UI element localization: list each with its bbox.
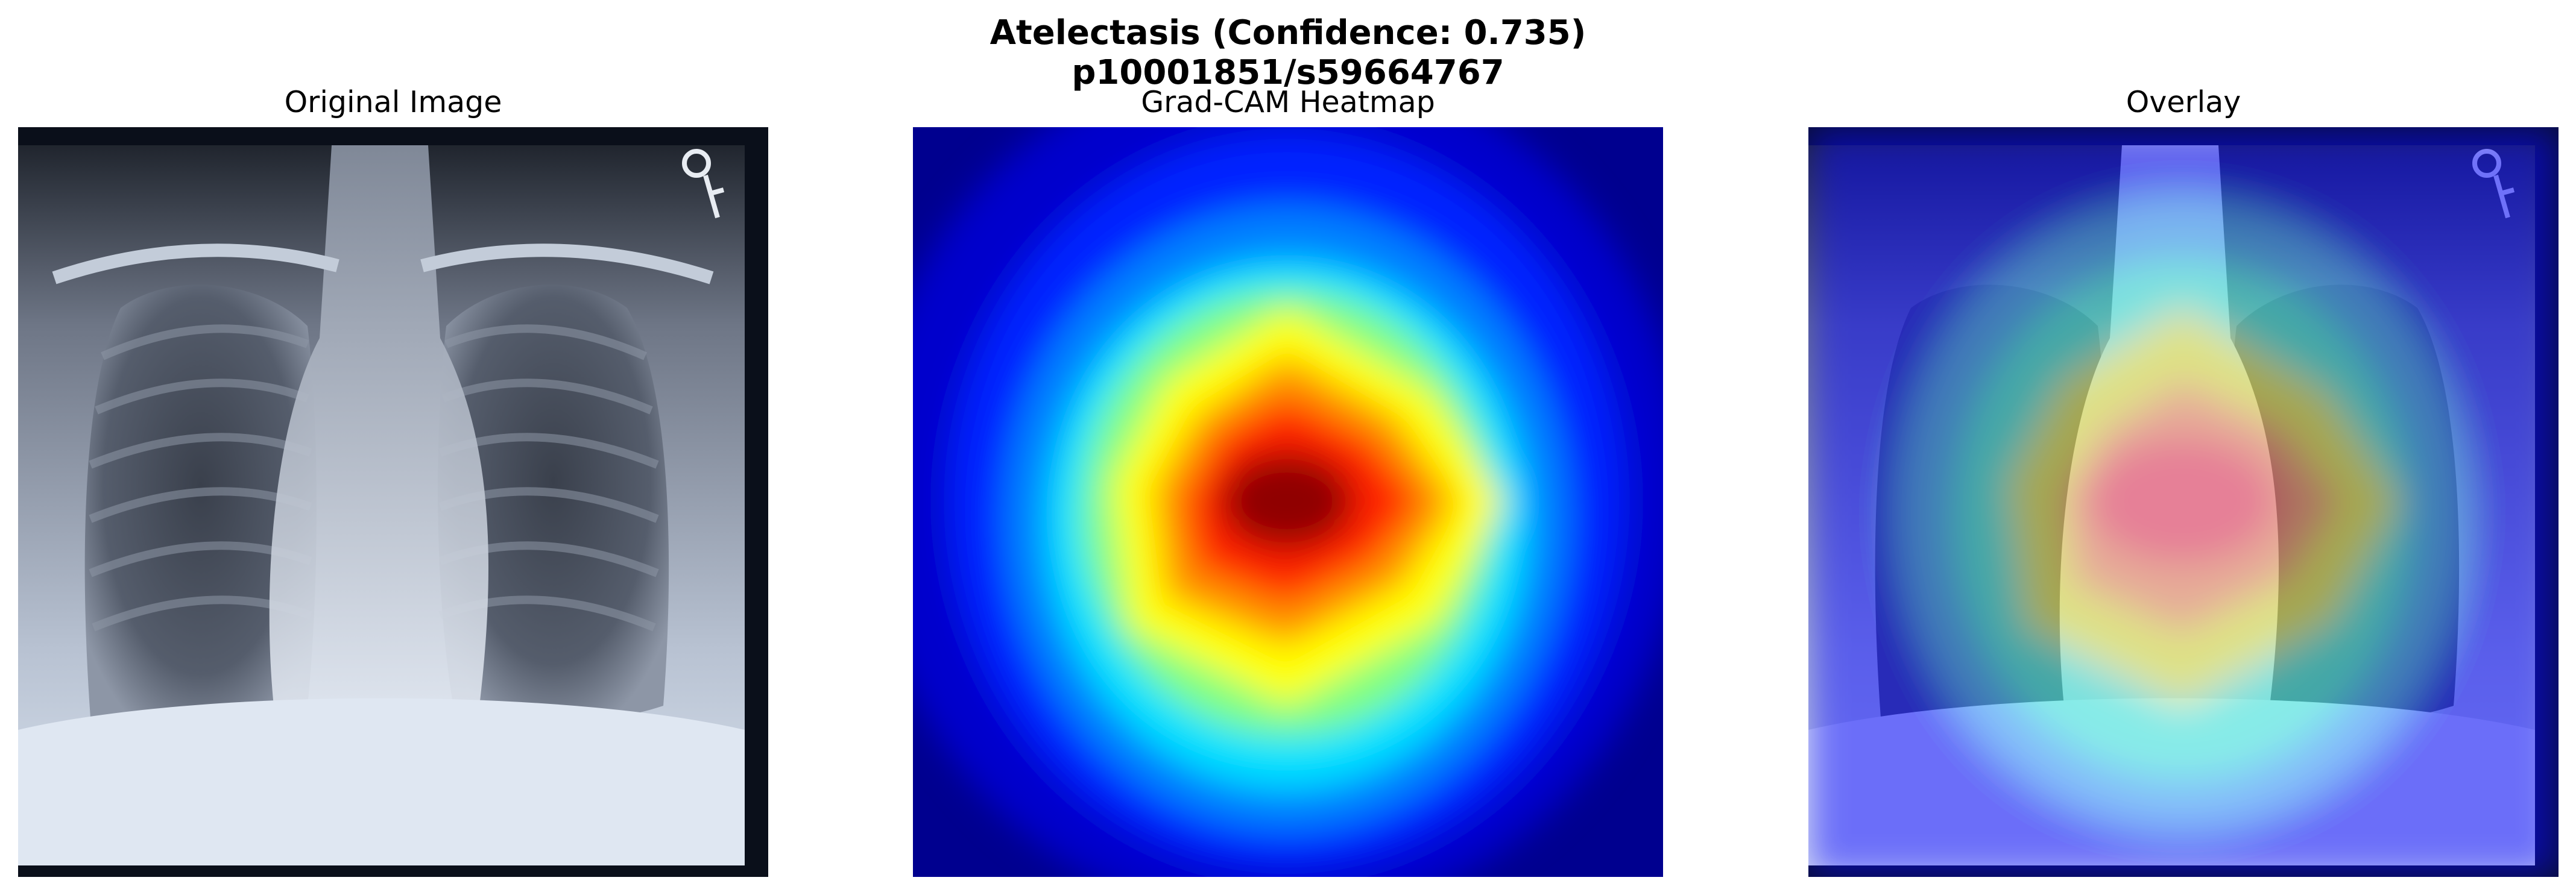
figure-title-line2: p10001851/s59664767 — [1072, 53, 1504, 92]
panel-title-overlay: Overlay — [2126, 85, 2241, 119]
gradcam-heatmap-image — [913, 127, 1663, 877]
overlay-image — [1808, 127, 2559, 877]
figure-title-line1: Atelectasis (Confidence: 0.735) — [990, 13, 1586, 52]
panel-title-original: Original Image — [284, 85, 502, 119]
original-xray-image — [18, 127, 768, 877]
panel-title-heatmap: Grad-CAM Heatmap — [1141, 85, 1435, 119]
